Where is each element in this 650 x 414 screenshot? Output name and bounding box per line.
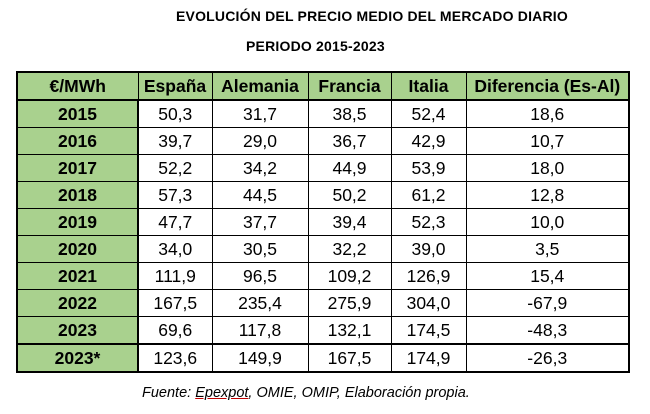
table-cell: 167,5 — [307, 343, 392, 373]
table-cell: 39,7 — [137, 127, 213, 155]
table-cell: 126,9 — [390, 262, 467, 290]
table-row: 2023 69,6 117,8 132,1 174,5 -48,3 — [16, 316, 630, 345]
table-row: 2018 57,3 44,5 50,2 61,2 12,8 — [16, 181, 630, 209]
table-cell: 235,4 — [211, 289, 309, 317]
table-cell: 3,5 — [465, 235, 630, 263]
row-year: 2015 — [16, 99, 139, 128]
table-cell: 18,6 — [465, 99, 630, 128]
table-subtitle: PERIODO 2015-2023 — [246, 38, 385, 54]
table-cell: 18,0 — [465, 154, 630, 182]
table-row: 2017 52,2 34,2 44,9 53,9 18,0 — [16, 154, 630, 182]
source-epexspot: Epexpot — [195, 385, 249, 401]
table-cell: 29,0 — [211, 127, 309, 155]
table-cell: 61,2 — [390, 181, 467, 209]
table-cell: -67,9 — [465, 289, 630, 317]
table-cell: 275,9 — [307, 289, 392, 317]
row-year: 2018 — [16, 181, 139, 209]
table-cell: 44,9 — [307, 154, 392, 182]
table-cell: 69,6 — [137, 316, 213, 345]
table-cell: 34,2 — [211, 154, 309, 182]
price-table: €/MWh España Alemania Francia Italia Dif… — [16, 71, 630, 373]
table-cell: 39,0 — [390, 235, 467, 263]
table-title: EVOLUCIÓN DEL PRECIO MEDIO DEL MERCADO D… — [176, 8, 568, 24]
table-cell: 30,5 — [211, 235, 309, 263]
row-year: 2017 — [16, 154, 139, 182]
header-difference: Diferencia (Es-Al) — [465, 71, 630, 101]
row-year: 2019 — [16, 208, 139, 236]
table-cell: -26,3 — [465, 343, 630, 373]
table-cell: 149,9 — [211, 343, 309, 373]
table-cell: 96,5 — [211, 262, 309, 290]
table-row: 2015 50,3 31,7 38,5 52,4 18,6 — [16, 99, 630, 128]
header-row: €/MWh España Alemania Francia Italia Dif… — [16, 71, 630, 101]
header-unit: €/MWh — [16, 71, 139, 101]
table-cell: 57,3 — [137, 181, 213, 209]
table-cell: 123,6 — [137, 343, 213, 373]
row-year: 2023 — [16, 316, 139, 345]
table-cell: 174,9 — [390, 343, 467, 373]
row-year: 2022 — [16, 289, 139, 317]
table-cell: 52,3 — [390, 208, 467, 236]
table-cell: 34,0 — [137, 235, 213, 263]
table-cell: 50,3 — [137, 99, 213, 128]
table-cell: 10,0 — [465, 208, 630, 236]
source-note: Fuente: Epexpot, OMIE, OMIP, Elaboración… — [0, 385, 650, 401]
table-cell: 31,7 — [211, 99, 309, 128]
table-cell: 53,9 — [390, 154, 467, 182]
table-row: 2016 39,7 29,0 36,7 42,9 10,7 — [16, 127, 630, 155]
table-cell: 37,7 — [211, 208, 309, 236]
table-cell: 44,5 — [211, 181, 309, 209]
row-year: 2021 — [16, 262, 139, 290]
table-cell: 36,7 — [307, 127, 392, 155]
source-rest: , OMIE, OMIP, Elaboración propia. — [248, 385, 470, 401]
table-cell: 167,5 — [137, 289, 213, 317]
table-cell: 15,4 — [465, 262, 630, 290]
table-cell: 47,7 — [137, 208, 213, 236]
header-germany: Alemania — [211, 71, 309, 101]
table-cell: 109,2 — [307, 262, 392, 290]
table-cell: 52,2 — [137, 154, 213, 182]
table-cell: -48,3 — [465, 316, 630, 345]
table-cell: 111,9 — [137, 262, 213, 290]
header-france: Francia — [307, 71, 392, 101]
table-cell: 42,9 — [390, 127, 467, 155]
table-cell: 50,2 — [307, 181, 392, 209]
table-cell: 174,5 — [390, 316, 467, 345]
table-cell: 304,0 — [390, 289, 467, 317]
header-italy: Italia — [390, 71, 467, 101]
row-year: 2023* — [16, 343, 139, 373]
table-row: 2020 34,0 30,5 32,2 39,0 3,5 — [16, 235, 630, 263]
table-row: 2023* 123,6 149,9 167,5 174,9 -26,3 — [16, 343, 630, 373]
table-cell: 10,7 — [465, 127, 630, 155]
table-cell: 12,8 — [465, 181, 630, 209]
source-prefix: Fuente: — [142, 385, 196, 401]
table-cell: 32,2 — [307, 235, 392, 263]
table-row: 2022 167,5 235,4 275,9 304,0 -67,9 — [16, 289, 630, 317]
table-row: 2019 47,7 37,7 39,4 52,3 10,0 — [16, 208, 630, 236]
table-row: 2021 111,9 96,5 109,2 126,9 15,4 — [16, 262, 630, 290]
table-cell: 39,4 — [307, 208, 392, 236]
table-cell: 52,4 — [390, 99, 467, 128]
row-year: 2016 — [16, 127, 139, 155]
row-year: 2020 — [16, 235, 139, 263]
table-cell: 117,8 — [211, 316, 309, 345]
table-cell: 38,5 — [307, 99, 392, 128]
header-spain: España — [137, 71, 213, 101]
table-cell: 132,1 — [307, 316, 392, 345]
